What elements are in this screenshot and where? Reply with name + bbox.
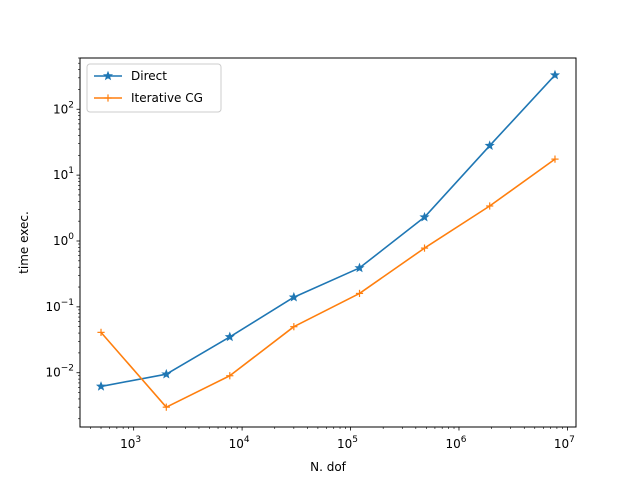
x-tick-label: 107 xyxy=(554,435,575,451)
y-tick-base: 10 xyxy=(45,300,60,314)
plot-area xyxy=(95,69,561,411)
series-1-point-0 xyxy=(97,328,105,336)
series-1-point-6 xyxy=(486,202,494,210)
series-1-point-1 xyxy=(162,403,170,411)
legend-marker-1 xyxy=(104,94,112,102)
series-1 xyxy=(97,155,559,411)
y-tick-exp: −1 xyxy=(61,298,74,308)
series-0-point-6 xyxy=(484,140,495,150)
x-tick-base: 10 xyxy=(554,437,569,451)
legend-entry-0: Direct xyxy=(94,69,167,83)
x-tick-exp: 3 xyxy=(135,435,141,445)
x-tick-exp: 5 xyxy=(352,435,358,445)
x-tick-label: 106 xyxy=(445,435,466,451)
series-0-point-1 xyxy=(161,368,172,379)
legend: Direct Iterative CG xyxy=(86,63,222,113)
y-tick-exp: −2 xyxy=(61,364,74,374)
series-1-point-4 xyxy=(355,289,364,298)
legend-label-1: Iterative CG xyxy=(131,91,203,105)
series-0-point-7 xyxy=(549,69,561,80)
y-tick-exp: 2 xyxy=(68,100,74,110)
y-tick-base: 10 xyxy=(45,366,60,380)
y-tick-base: 10 xyxy=(53,234,68,248)
x-tick-label: 103 xyxy=(120,435,141,451)
x-tick-base: 10 xyxy=(445,437,460,451)
legend-label-0: Direct xyxy=(131,69,167,83)
y-axis-label: time exec. xyxy=(17,211,31,274)
x-tick-base: 10 xyxy=(120,437,135,451)
series-0 xyxy=(95,69,561,391)
series-0-point-0 xyxy=(95,381,107,391)
y-tick-label: 102 xyxy=(53,100,74,116)
series-0-point-5 xyxy=(419,211,430,222)
x-tick-label: 105 xyxy=(337,435,358,451)
y-tick-base: 10 xyxy=(53,168,68,182)
series-1-line xyxy=(100,158,556,408)
x-tick-label: 104 xyxy=(229,435,250,451)
series-0-point-3 xyxy=(288,291,299,302)
series-0-point-4 xyxy=(354,262,365,273)
x-tick-exp: 4 xyxy=(244,435,250,445)
y-tick-label: 101 xyxy=(53,166,74,182)
x-axis-label: N. dof xyxy=(310,460,347,474)
y-tick-base: 10 xyxy=(53,102,68,116)
legend-marker-0 xyxy=(102,70,114,81)
x-tick-base: 10 xyxy=(229,437,244,451)
y-tick-exp: 1 xyxy=(68,166,74,176)
series-1-point-5 xyxy=(420,244,429,252)
y-tick-label: 100 xyxy=(53,232,74,248)
series-1-point-3 xyxy=(290,323,298,331)
series-0-point-2 xyxy=(224,331,235,342)
x-tick-base: 10 xyxy=(337,437,352,451)
axes-frame xyxy=(79,57,577,428)
series-1-point-2 xyxy=(226,372,234,380)
y-tick-exp: 0 xyxy=(68,232,74,242)
y-tick-label: 10−2 xyxy=(45,364,74,380)
series-1-point-7 xyxy=(551,155,559,163)
y-tick-label: 10−1 xyxy=(45,298,74,314)
legend-entry-1: Iterative CG xyxy=(94,91,203,105)
series-0-line xyxy=(100,74,556,388)
x-tick-exp: 6 xyxy=(461,435,467,445)
x-tick-exp: 7 xyxy=(569,435,575,445)
